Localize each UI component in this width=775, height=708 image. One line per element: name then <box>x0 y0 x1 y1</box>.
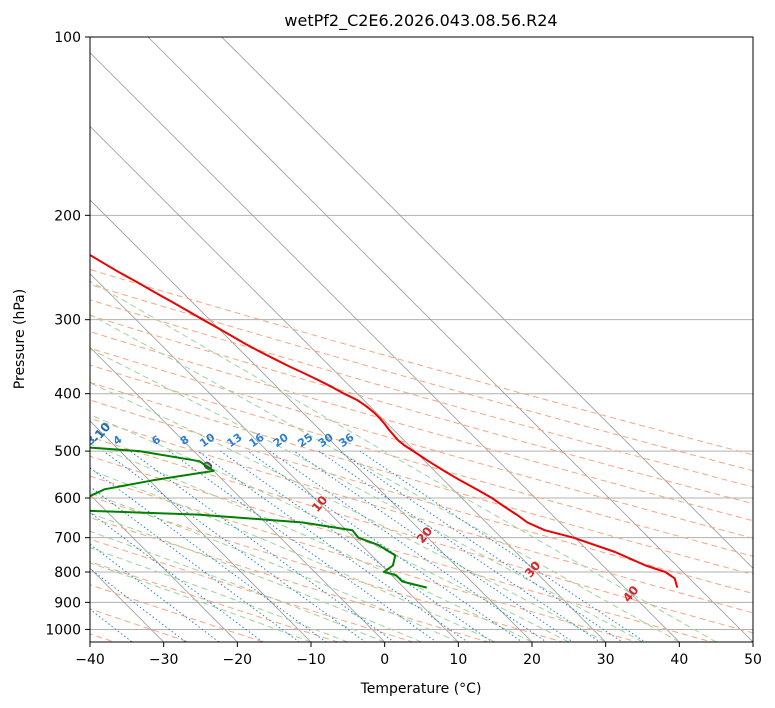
isotherm-line <box>221 37 753 569</box>
mixing-ratio-label: 1 <box>0 433 3 448</box>
dry-adiabat-line <box>90 315 753 505</box>
mixing-ratio-label: 13 <box>225 431 245 450</box>
dry-adiabat-line <box>90 436 753 634</box>
mixing-ratio-label: 1.5 <box>19 429 42 451</box>
moist-adiabat-line <box>90 348 643 642</box>
isotherm-line <box>90 125 607 642</box>
dry-adiabat-line <box>90 495 565 642</box>
y-tick-label: 600 <box>54 491 81 507</box>
moist-adiabat-line <box>90 443 533 642</box>
dry-adiabat-line <box>90 561 340 642</box>
dry-adiabat-line <box>90 347 753 539</box>
mixing-ratio-line <box>168 450 438 642</box>
moist-adiabat-line <box>90 512 422 642</box>
mixing-ratio-line <box>269 450 548 642</box>
isotherm-line <box>90 346 386 642</box>
y-axis-label: Pressure (hPa) <box>12 289 28 389</box>
isotherm-line <box>90 199 533 642</box>
dry-adiabat-line <box>90 475 639 642</box>
mixing-ratio-line <box>90 568 187 642</box>
dry-adiabat-line <box>90 268 753 456</box>
x-tick-label: 40 <box>670 652 688 668</box>
y-tick-label: 100 <box>54 30 81 46</box>
x-tick-label: 50 <box>744 652 762 668</box>
x-tick-label: 10 <box>449 652 467 668</box>
y-tick-label: 1000 <box>45 622 81 638</box>
x-tick-label: 20 <box>523 652 541 668</box>
mixing-ratio-line <box>338 450 624 642</box>
mixing-ratio-line <box>129 450 396 642</box>
mixing-ratio-label: 4 <box>111 433 125 448</box>
moist-adiabat-line <box>90 530 385 642</box>
dry-adiabat-line <box>90 417 753 614</box>
dry-adiabat-line <box>90 381 753 576</box>
isotherm-line <box>147 37 753 642</box>
mixing-ratio-label: 8 <box>178 433 192 448</box>
mixing-ratio-line <box>90 543 220 642</box>
plot-frame <box>89 36 754 643</box>
mixing-ratio-line <box>90 485 301 642</box>
isotherm-line <box>90 420 312 642</box>
y-tick-label: 400 <box>54 387 81 403</box>
y-tick-label: 800 <box>54 565 81 581</box>
dewpoint-profile <box>90 446 428 589</box>
mixing-ratio-label: 25 <box>295 431 315 450</box>
dry-adiabat-line <box>90 516 490 642</box>
isotherm-line <box>90 273 459 642</box>
background-lines <box>90 37 753 642</box>
dry-adiabat-line <box>90 331 753 522</box>
mixing-ratio-line <box>247 450 524 642</box>
x-tick-label: −30 <box>149 652 179 668</box>
mixing-ratio-line <box>90 608 133 642</box>
y-tick-label: 500 <box>54 444 81 460</box>
x-tick-label: −40 <box>75 652 105 668</box>
y-tick-label: 300 <box>54 313 81 329</box>
mixing-ratio-label: 3 <box>84 433 98 448</box>
x-tick-label: 0 <box>380 652 389 668</box>
dry-adiabat-line <box>90 538 415 642</box>
mixing-ratio-label: 10 <box>197 430 217 450</box>
mixing-ratio-line <box>103 450 367 642</box>
dry-adiabat-line <box>90 299 753 488</box>
dry-adiabat-line <box>90 455 714 642</box>
mixing-ratio-label: 36 <box>336 430 356 450</box>
moist-adiabat-line <box>90 382 606 642</box>
moist-adiabat-line <box>90 280 717 642</box>
moist-adiabat-line <box>90 469 496 642</box>
mixing-ratio-line <box>220 450 494 642</box>
chart-title: wetPf2_C2E6.2026.043.08.56.R24 <box>284 11 557 31</box>
axes: −40 −30 −20 −10 0 10 20 30 40 50 100 200 300 400 500 60… <box>45 30 762 668</box>
dry-adiabat-line <box>90 399 753 595</box>
mixing-ratio-line <box>90 511 264 642</box>
y-tick-label: 200 <box>54 208 81 224</box>
moist-adiabat-line <box>90 547 348 642</box>
isotherm-line <box>90 494 238 642</box>
dry-adiabat-line <box>90 283 753 472</box>
y-tick-label: 700 <box>54 531 81 547</box>
dry-adiabat-label: -20 <box>0 391 11 417</box>
mixing-ratio-line <box>359 450 647 642</box>
x-tick-label: 30 <box>597 652 615 668</box>
mixing-ratio-label: 20 <box>271 430 291 450</box>
dry-adiabat-line <box>90 364 753 557</box>
mixing-ratio-line <box>293 450 574 642</box>
moist-adiabat-line <box>90 414 570 642</box>
x-tick-label: −20 <box>223 652 253 668</box>
mixing-ratio-line <box>318 450 601 642</box>
x-axis-label: Temperature (°C) <box>360 681 482 697</box>
y-tick-label: 900 <box>54 595 81 611</box>
temperature-profile <box>90 253 679 588</box>
moist-adiabat-line <box>90 562 312 642</box>
dry-adiabat-line <box>90 608 191 642</box>
adiabat-labels: 0.10.20.40.611.52346810131620253036-100-… <box>0 391 642 605</box>
profile-lines <box>90 253 679 589</box>
mixing-ratio-label: 30 <box>316 430 336 450</box>
x-tick-label: −10 <box>296 652 326 668</box>
